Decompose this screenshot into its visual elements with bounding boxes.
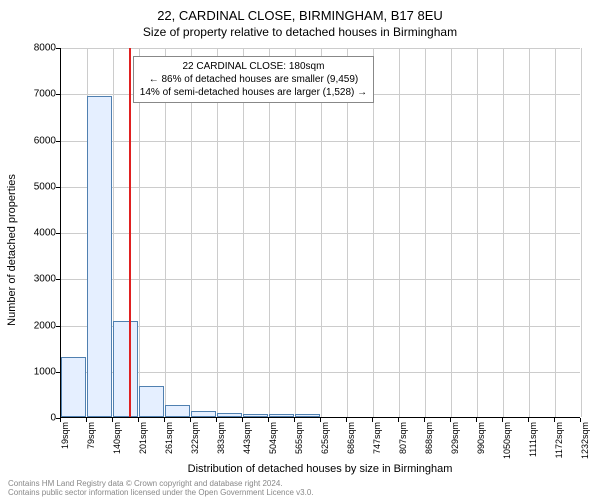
- x-tick-label: 1111sqm: [528, 422, 538, 462]
- y-tick: [56, 187, 60, 188]
- y-tick: [56, 326, 60, 327]
- grid-line-v: [243, 48, 244, 417]
- x-tick-label: 807sqm: [398, 422, 408, 462]
- annotation-box: 22 CARDINAL CLOSE: 180sqm← 86% of detach…: [133, 56, 374, 103]
- grid-line-v: [477, 48, 478, 417]
- histogram-bar: [295, 414, 320, 417]
- x-tick-label: 1172sqm: [554, 422, 564, 462]
- y-tick-label: 2000: [16, 320, 56, 331]
- x-tick-label: 990sqm: [476, 422, 486, 462]
- x-tick-label: 201sqm: [138, 422, 148, 462]
- grid-line-v: [581, 48, 582, 417]
- y-tick-label: 3000: [16, 274, 56, 285]
- histogram-bar: [269, 414, 294, 417]
- footer-line-2: Contains public sector information licen…: [8, 488, 314, 498]
- histogram-bar: [217, 413, 242, 417]
- y-tick: [56, 233, 60, 234]
- x-tick-label: 140sqm: [112, 422, 122, 462]
- x-tick-label: 443sqm: [242, 422, 252, 462]
- histogram-bar: [113, 321, 138, 417]
- chart-container: 22, CARDINAL CLOSE, BIRMINGHAM, B17 8EU …: [0, 0, 600, 500]
- grid-line-v: [347, 48, 348, 417]
- histogram-bar: [61, 357, 86, 417]
- x-tick-label: 625sqm: [320, 422, 330, 462]
- chart-subtitle: Size of property relative to detached ho…: [0, 23, 600, 39]
- x-tick-label: 261sqm: [164, 422, 174, 462]
- x-tick-label: 79sqm: [86, 422, 96, 462]
- grid-line-v: [555, 48, 556, 417]
- grid-line-v: [295, 48, 296, 417]
- y-tick-label: 0: [16, 413, 56, 424]
- histogram-bar: [139, 386, 164, 417]
- plot-area: [60, 48, 580, 418]
- x-tick-label: 868sqm: [424, 422, 434, 462]
- x-tick-label: 1050sqm: [502, 422, 512, 462]
- y-tick: [56, 94, 60, 95]
- x-tick-label: 322sqm: [190, 422, 200, 462]
- x-tick-label: 929sqm: [450, 422, 460, 462]
- grid-line-v: [165, 48, 166, 417]
- x-tick-label: 19sqm: [60, 422, 70, 462]
- grid-line-v: [191, 48, 192, 417]
- y-tick-label: 4000: [16, 228, 56, 239]
- y-tick-label: 7000: [16, 89, 56, 100]
- grid-line-v: [425, 48, 426, 417]
- y-tick-label: 5000: [16, 181, 56, 192]
- x-tick-label: 686sqm: [346, 422, 356, 462]
- x-tick-label: 383sqm: [216, 422, 226, 462]
- x-axis-label: Distribution of detached houses by size …: [60, 463, 580, 475]
- x-tick-label: 565sqm: [294, 422, 304, 462]
- marker-line: [129, 48, 131, 417]
- x-tick-label: 747sqm: [372, 422, 382, 462]
- annotation-line: ← 86% of detached houses are smaller (9,…: [140, 73, 367, 86]
- histogram-bar: [191, 411, 216, 417]
- y-tick-label: 6000: [16, 135, 56, 146]
- grid-line-v: [321, 48, 322, 417]
- footer-text: Contains HM Land Registry data © Crown c…: [8, 479, 314, 498]
- grid-line-v: [451, 48, 452, 417]
- histogram-bar: [87, 96, 112, 417]
- annotation-line: 14% of semi-detached houses are larger (…: [140, 86, 367, 99]
- y-axis-label: Number of detached properties: [6, 174, 18, 326]
- chart-title: 22, CARDINAL CLOSE, BIRMINGHAM, B17 8EU: [0, 0, 600, 23]
- histogram-bar: [165, 405, 190, 417]
- y-tick-label: 1000: [16, 366, 56, 377]
- grid-line-v: [373, 48, 374, 417]
- y-tick: [56, 279, 60, 280]
- histogram-bar: [243, 414, 268, 417]
- grid-line-v: [217, 48, 218, 417]
- y-tick: [56, 48, 60, 49]
- grid-line-v: [269, 48, 270, 417]
- grid-line-v: [503, 48, 504, 417]
- grid-line-v: [529, 48, 530, 417]
- grid-line-v: [399, 48, 400, 417]
- y-tick: [56, 141, 60, 142]
- y-tick-label: 8000: [16, 43, 56, 54]
- y-tick: [56, 372, 60, 373]
- footer-line-1: Contains HM Land Registry data © Crown c…: [8, 479, 314, 489]
- x-tick-label: 1232sqm: [580, 422, 590, 462]
- grid-line-v: [139, 48, 140, 417]
- annotation-line: 22 CARDINAL CLOSE: 180sqm: [140, 60, 367, 73]
- x-tick-label: 504sqm: [268, 422, 278, 462]
